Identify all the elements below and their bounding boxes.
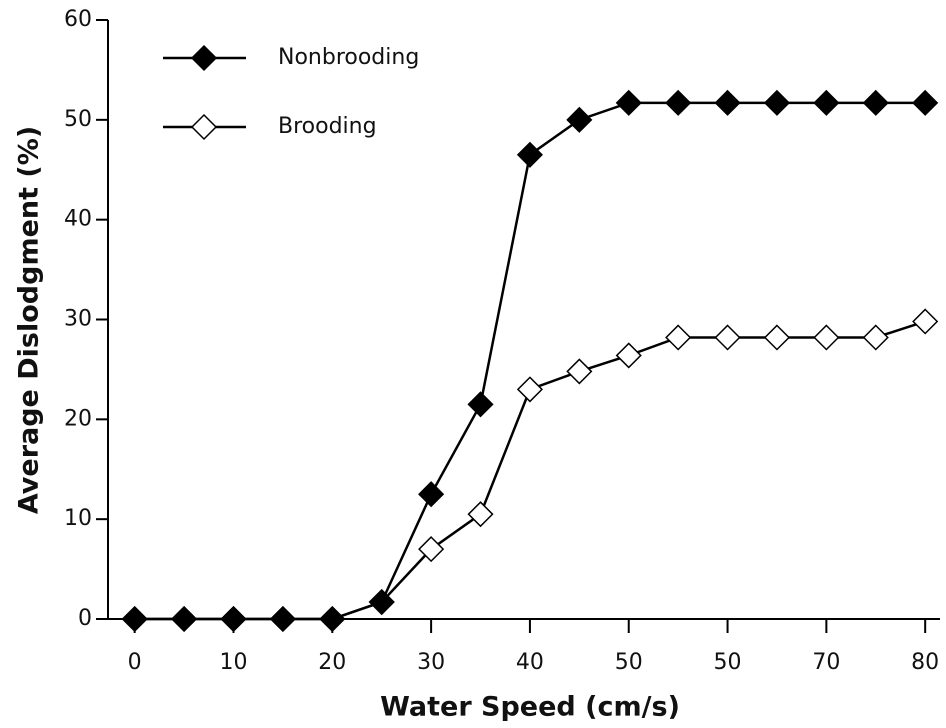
marker: [912, 308, 939, 335]
marker: [665, 89, 692, 116]
marker: [615, 89, 642, 116]
marker: [220, 605, 247, 633]
marker: [714, 89, 741, 116]
marker: [763, 89, 791, 116]
marker: [615, 342, 642, 369]
marker: [467, 391, 494, 418]
x-tick-label: 80: [911, 650, 939, 675]
marker: [467, 501, 494, 528]
y-tick-label: 50: [64, 107, 92, 132]
marker: [813, 324, 840, 351]
marker: [862, 324, 889, 351]
x-tick-label: 70: [812, 650, 840, 675]
series-line: [134, 101, 926, 621]
x-tick-label: 10: [219, 650, 247, 675]
x-axis-label: Water Speed (cm/s): [380, 692, 680, 723]
series-line: [134, 320, 926, 621]
marker: [862, 89, 889, 116]
y-tick-label: 60: [64, 7, 92, 32]
x-tick-label: 0: [128, 650, 142, 675]
legend-label: Nonbrooding: [278, 45, 419, 70]
x-tick-label: 50: [615, 650, 643, 675]
y-tick-label: 40: [64, 207, 92, 232]
y-tick-label: 20: [64, 406, 92, 431]
marker: [516, 376, 543, 403]
marker: [319, 605, 346, 633]
marker: [714, 324, 741, 351]
marker: [566, 358, 593, 385]
y-tick-label: 0: [78, 606, 92, 631]
x-tick-label: 20: [318, 650, 346, 675]
y-tick-label: 10: [64, 506, 92, 531]
marker: [516, 141, 543, 168]
legend-marker: [190, 113, 218, 141]
marker: [763, 324, 791, 351]
x-tick-label: 30: [417, 650, 445, 675]
marker: [912, 89, 939, 116]
marker: [418, 536, 445, 563]
marker: [566, 106, 593, 133]
marker: [418, 481, 445, 508]
marker: [813, 89, 840, 116]
y-axis-label: Average Dislodgment (%): [14, 126, 45, 514]
marker: [665, 324, 692, 351]
marker: [121, 605, 148, 633]
marker: [368, 588, 395, 616]
y-tick-label: 30: [64, 307, 92, 332]
legend-label: Brooding: [278, 114, 377, 139]
marker: [269, 605, 296, 633]
marker: [171, 605, 198, 633]
legend-marker: [190, 44, 218, 72]
x-tick-label: 40: [516, 650, 544, 675]
x-tick-label: 50: [714, 650, 742, 675]
